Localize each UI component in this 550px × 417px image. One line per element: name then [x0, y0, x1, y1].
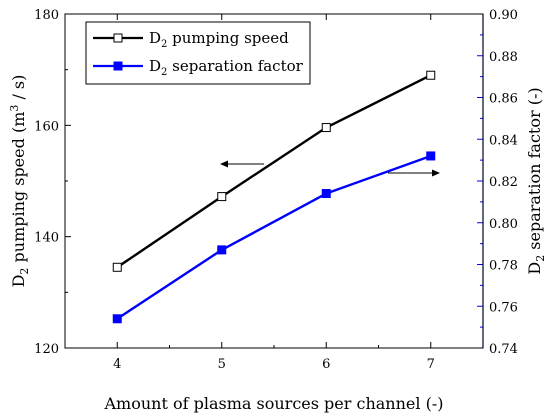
y-left-title-main: D [9, 275, 28, 288]
y-right-tick-label: 0.84 [489, 133, 518, 148]
arrow-left-axis-head [220, 160, 228, 168]
series-line-separation-factor [116, 154, 432, 320]
y-right-title-sub: 2 [534, 255, 547, 262]
legend-label-separation-factor: D2 separation factor [149, 57, 304, 78]
legend-pumping-rest: pumping speed [167, 29, 289, 47]
y-left-tick-label: 140 [34, 231, 59, 246]
y-right-title-rest: separation factor (-) [525, 87, 544, 254]
legend-pumping-sub: 2 [161, 39, 167, 50]
legend-marker-pumping-speed [113, 33, 123, 43]
point-pumping-speed [217, 192, 227, 202]
y-left-title-end: / s) [9, 75, 28, 105]
legend-label-pumping-speed: D2 pumping speed [149, 29, 289, 50]
arrow-right-axis-head [432, 169, 440, 177]
tick-labels: 4 5 6 7 120 140 160 180 0.74 0.76 0.78 0.80 0.82 0.84… [34, 8, 518, 372]
point-separation-factor [321, 189, 331, 199]
y-right-tick-label: 0.80 [489, 217, 518, 232]
y-right-title-main: D [525, 262, 544, 275]
y-right-tick-label: 0.82 [489, 175, 518, 190]
point-pumping-speed [426, 70, 436, 80]
y-left-title-rest: pumping speed (m [9, 112, 28, 268]
point-pumping-speed [112, 262, 122, 272]
series-line-pumping-speed [116, 74, 432, 269]
y-left-title-sup: 3 [8, 105, 21, 112]
y-right-tick-label: 0.88 [489, 50, 518, 65]
y-left-title-sub: 2 [18, 268, 31, 275]
legend-separation-rest: separation factor [167, 57, 303, 75]
legend-pumping-main: D [149, 29, 161, 47]
legend-marker-separation-factor [113, 61, 123, 71]
x-tick-label: 7 [427, 357, 435, 372]
legend-separation-main: D [149, 57, 161, 75]
y-left-tick-label: 120 [34, 342, 59, 357]
x-axis-title: Amount of plasma sources per channel (-) [104, 394, 444, 413]
y-right-tick-label: 0.90 [489, 8, 518, 23]
legend-box [85, 21, 311, 85]
point-pumping-speed [321, 123, 331, 133]
legend-separation-sub: 2 [161, 67, 167, 78]
legend: D2 pumping speed D2 separation factor [85, 21, 311, 85]
y-left-tick-label: 180 [34, 8, 59, 23]
x-tick-label: 4 [113, 357, 121, 372]
y-right-axis-title: D2 separation factor (-) [525, 87, 547, 274]
y-right-tick-label: 0.78 [489, 259, 518, 274]
y-right-tick-label: 0.76 [489, 300, 518, 315]
point-separation-factor [217, 245, 227, 255]
x-tick-label: 6 [322, 357, 330, 372]
point-separation-factor [426, 151, 436, 161]
plot-series [112, 70, 436, 324]
plot-frame [64, 13, 484, 349]
x-tick-label: 5 [218, 357, 226, 372]
y-right-tick-label: 0.74 [489, 342, 518, 357]
point-separation-factor [112, 314, 122, 324]
y-left-tick-label: 160 [34, 119, 59, 134]
y-left-axis-title: D2 pumping speed (m3 / s) [8, 75, 31, 288]
annotation-arrows [220, 160, 440, 177]
y-right-tick-label: 0.86 [489, 92, 518, 107]
